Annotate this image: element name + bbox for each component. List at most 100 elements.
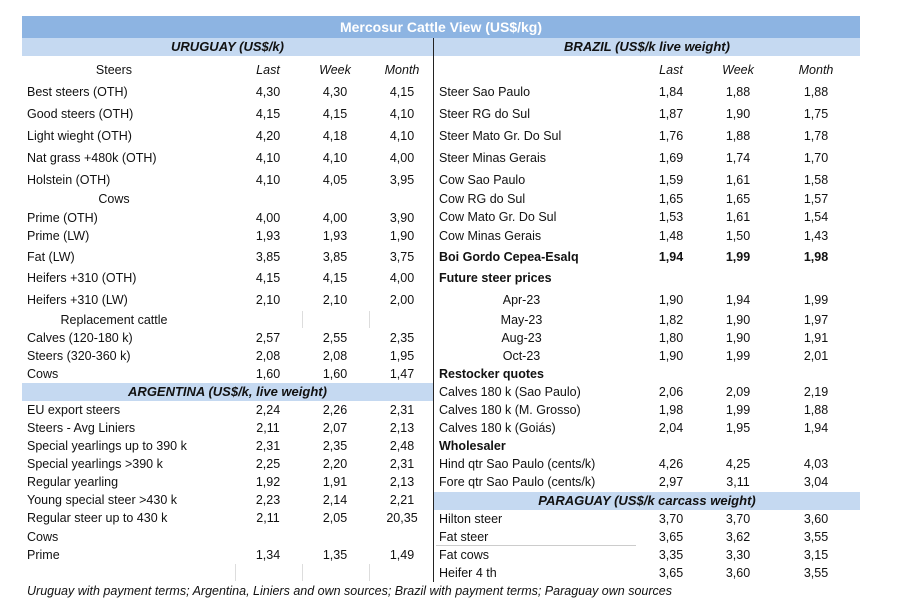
value-last: 1,94: [658, 250, 684, 264]
argentina-row: Prime 1,34 1,35 1,49: [0, 546, 897, 564]
uruguay-row: Calves (120-180 k) 2,57 2,55 2,35: [0, 329, 897, 347]
value-last: 3,85: [255, 250, 281, 264]
argentina-header: ARGENTINA (US$/k, live weight): [22, 383, 433, 401]
gridline: [302, 311, 303, 328]
value-month: 2,00: [389, 293, 415, 307]
value-last: 2,23: [255, 493, 281, 507]
value-month: 20,35: [386, 511, 418, 525]
value-last: 2,08: [255, 349, 281, 363]
value-month: 1,43: [803, 229, 829, 243]
value-week: 1,90: [725, 107, 751, 121]
value-week: 1,90: [725, 313, 751, 327]
gridline: [369, 311, 370, 328]
value-week: 3,30: [725, 548, 751, 562]
value-month: 1,90: [389, 229, 415, 243]
value-month: 3,95: [389, 173, 415, 187]
row-label: Wholesaler: [439, 439, 506, 453]
row-label: Oct-23: [502, 349, 541, 363]
value-month: 3,55: [803, 530, 829, 544]
brazil-row: Steer Minas Gerais 1,69 1,74 1,70: [0, 149, 897, 167]
row-label: Heifers +310 (LW): [27, 293, 128, 307]
value-month: 1,78: [803, 129, 829, 143]
uruguay-row: Steers Last Week Month: [0, 61, 897, 79]
value-last: 2,24: [255, 403, 281, 417]
brazil-row: Cow Sao Paulo 1,59 1,61 1,58: [0, 171, 897, 189]
value-last: 1,93: [255, 229, 281, 243]
value-last: 1,90: [658, 293, 684, 307]
value-month: 2,21: [389, 493, 415, 507]
value-week: 1,93: [322, 229, 348, 243]
value-month: 1,58: [803, 173, 829, 187]
value-last: 2,10: [255, 293, 281, 307]
row-label: Best steers (OTH): [27, 85, 128, 99]
brazil-row: Calves 180 k (M. Grosso) 1,98 1,99 1,88: [0, 401, 897, 419]
value-week: 1,74: [725, 151, 751, 165]
value-week: 2,55: [322, 331, 348, 345]
value-last: 1,82: [658, 313, 684, 327]
brazil-row: Calves 180 k (Goiás) 2,04 1,95 1,94: [0, 419, 897, 437]
paraguay-row: Fat steer 3,65 3,62 3,55: [0, 528, 897, 546]
value-last: 2,57: [255, 331, 281, 345]
row-label: Fore qtr Sao Paulo (cents/k): [439, 475, 596, 489]
brazil-row: Aug-23 1,80 1,90 1,91: [0, 329, 897, 347]
value-month: 2,31: [389, 457, 415, 471]
value-last: 4,30: [255, 85, 281, 99]
value-week: 1,99: [725, 349, 751, 363]
uruguay-row: Prime (LW) 1,93 1,93 1,90: [0, 227, 897, 245]
value-last: 1,69: [658, 151, 684, 165]
uruguay-row: Light wieght (OTH) 4,20 4,18 4,10: [0, 127, 897, 145]
row-label: Good steers (OTH): [27, 107, 134, 121]
row-label: Cow Sao Paulo: [439, 173, 526, 187]
row-label: Regular yearling: [27, 475, 119, 489]
value-month: 4,03: [803, 457, 829, 471]
value-week: 2,05: [322, 511, 348, 525]
argentina-row: Steers - Avg Liniers 2,11 2,07 2,13: [0, 419, 897, 437]
row-label: Hilton steer: [439, 512, 503, 526]
row-label: Restocker quotes: [439, 367, 544, 381]
row-label: Prime (OTH): [27, 211, 98, 225]
brazil-header: BRAZIL (US$/k live weight): [434, 38, 860, 56]
value-week: 1,90: [725, 331, 751, 345]
value-last: 3,65: [658, 530, 684, 544]
value-last: 3,35: [658, 548, 684, 562]
value-week: 1,61: [725, 173, 751, 187]
column-header-last: Last: [659, 63, 683, 77]
row-label: Replacement cattle: [60, 313, 168, 327]
row-label: Boi Gordo Cepea-Esalq: [439, 250, 579, 264]
brazil-row: Cow Mato Gr. Do Sul 1,53 1,61 1,54: [0, 208, 897, 226]
value-week: 1,91: [322, 475, 348, 489]
argentina-row: Regular yearling 1,92 1,91 2,13: [0, 473, 897, 491]
brazil-row: Fore qtr Sao Paulo (cents/k) 2,97 3,11 3,04: [0, 473, 897, 491]
value-week: 1,99: [725, 250, 751, 264]
brazil-row: Boi Gordo Cepea-Esalq 1,94 1,99 1,98: [0, 248, 897, 266]
value-month: 3,15: [803, 548, 829, 562]
row-label: Young special steer >430 k: [27, 493, 177, 507]
row-label: May-23: [500, 313, 543, 327]
gridline: [302, 564, 303, 581]
argentina-row: Young special steer >430 k 2,23 2,14 2,21: [0, 491, 897, 509]
value-month: 3,75: [389, 250, 415, 264]
column-header-week: Week: [319, 63, 351, 77]
brazil-row: Cow RG do Sul 1,65 1,65 1,57: [0, 190, 897, 208]
argentina-row: Regular steer up to 430 k 2,11 2,05 20,35: [0, 509, 897, 527]
row-label: EU export steers: [27, 403, 121, 417]
value-month: 3,55: [803, 566, 829, 580]
value-month: 1,70: [803, 151, 829, 165]
row-label: Hind qtr Sao Paulo (cents/k): [439, 457, 596, 471]
value-month: 2,01: [803, 349, 829, 363]
paraguay-row: Hilton steer 3,70 3,70 3,60: [0, 510, 897, 528]
brazil-row: Restocker quotes: [0, 365, 897, 383]
column-header-month: Month: [384, 63, 420, 77]
value-last: 1,48: [658, 229, 684, 243]
paraguay-row: Heifer 4 th 3,65 3,60 3,55: [0, 564, 897, 582]
gridline: [369, 564, 370, 581]
row-label: Steer Minas Gerais: [439, 151, 546, 165]
footer-note: Uruguay with payment terms; Argentina, L…: [27, 584, 672, 598]
value-month: 1,95: [389, 349, 415, 363]
value-month: 1,47: [389, 367, 415, 381]
value-last: 1,87: [658, 107, 684, 121]
value-last: 1,53: [658, 210, 684, 224]
value-month: 1,75: [803, 107, 829, 121]
value-month: 2,13: [389, 475, 415, 489]
brazil-row: Steer Sao Paulo 1,84 1,88 1,88: [0, 83, 897, 101]
